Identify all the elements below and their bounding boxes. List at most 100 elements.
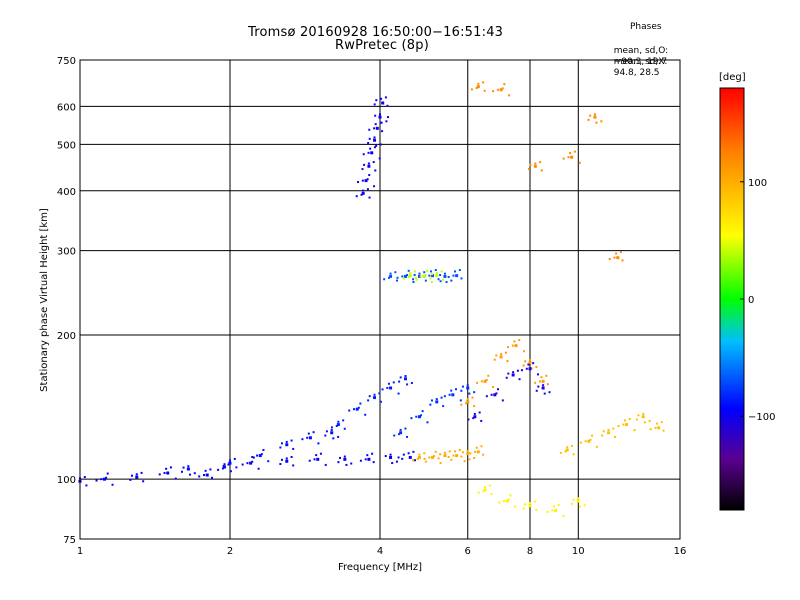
data-point-scatter bbox=[433, 455, 436, 458]
data-point-scatter bbox=[430, 281, 433, 284]
x-tick-label: 1 bbox=[77, 546, 83, 557]
data-point-scatter bbox=[229, 459, 231, 462]
x-tick-label: 2 bbox=[227, 546, 233, 557]
data-point-scatter bbox=[142, 480, 145, 483]
data-point-scatter bbox=[504, 351, 507, 354]
data-point-scatter bbox=[359, 402, 362, 405]
data-point-scatter bbox=[607, 428, 610, 431]
data-point-scatter bbox=[613, 256, 616, 259]
data-point-scatter bbox=[252, 456, 255, 459]
data-point-scatter bbox=[448, 393, 451, 396]
data-point-scatter bbox=[445, 281, 448, 284]
data-point-scatter bbox=[292, 464, 295, 467]
data-point-scatter bbox=[459, 399, 462, 402]
data-point-scatter bbox=[359, 459, 362, 462]
data-point-scatter bbox=[406, 383, 409, 386]
data-point-scatter bbox=[557, 503, 560, 506]
data-point-scatter bbox=[535, 365, 538, 368]
data-point-scatter bbox=[469, 452, 472, 455]
data-point-scatter bbox=[373, 393, 376, 396]
data-point-scatter bbox=[387, 382, 390, 385]
data-point-scatter bbox=[434, 269, 437, 272]
data-point-scatter bbox=[490, 493, 493, 496]
data-point-scatter bbox=[402, 277, 405, 280]
data-point-scatter bbox=[623, 419, 626, 422]
data-point-scatter bbox=[421, 410, 424, 413]
data-point-scatter bbox=[529, 501, 531, 504]
data-point-scatter bbox=[389, 272, 392, 275]
x-tick-label: 16 bbox=[674, 546, 687, 557]
y-tick-label: 200 bbox=[57, 331, 76, 342]
data-point bbox=[373, 396, 377, 400]
data-point-scatter bbox=[477, 491, 480, 494]
data-point-scatter bbox=[522, 507, 525, 510]
data-point-scatter bbox=[501, 399, 504, 402]
data-point bbox=[476, 85, 480, 89]
data-point-scatter bbox=[512, 371, 515, 374]
data-point-scatter bbox=[529, 358, 531, 361]
data-point-scatter bbox=[384, 96, 387, 99]
data-point-scatter bbox=[256, 454, 259, 457]
data-point bbox=[389, 386, 393, 390]
data-point-scatter bbox=[130, 474, 133, 477]
data-point-scatter bbox=[188, 473, 191, 476]
data-point-scatter bbox=[325, 430, 328, 433]
data-point bbox=[389, 274, 393, 278]
data-point-scatter bbox=[532, 362, 535, 365]
data-point-scatter bbox=[516, 369, 519, 372]
data-point-scatter bbox=[379, 400, 382, 403]
data-point-scatter bbox=[410, 417, 413, 420]
data-point-scatter bbox=[343, 427, 346, 430]
y-tick-label: 300 bbox=[57, 247, 76, 258]
data-point-scatter bbox=[389, 453, 392, 456]
data-point-scatter bbox=[163, 472, 166, 475]
data-point-scatter bbox=[511, 344, 514, 347]
data-point-scatter bbox=[371, 452, 374, 455]
data-point-scatter bbox=[279, 446, 282, 449]
data-point bbox=[361, 191, 365, 195]
data-point-scatter bbox=[140, 471, 143, 474]
data-point-scatter bbox=[621, 259, 624, 262]
data-point bbox=[370, 151, 374, 155]
data-point bbox=[476, 450, 480, 454]
data-point-scatter bbox=[540, 169, 543, 172]
data-point-scatter bbox=[461, 385, 464, 388]
y-tick-label: 100 bbox=[57, 475, 76, 486]
data-point-scatter bbox=[548, 391, 551, 394]
data-point bbox=[355, 407, 359, 411]
data-point-scatter bbox=[534, 381, 537, 384]
data-point-scatter bbox=[387, 116, 389, 119]
data-point-scatter bbox=[361, 168, 364, 171]
data-point bbox=[616, 256, 620, 260]
data-point-scatter bbox=[591, 434, 594, 437]
data-point-scatter bbox=[470, 88, 473, 91]
data-point-scatter bbox=[443, 272, 446, 275]
data-point-scatter bbox=[357, 406, 360, 409]
data-point bbox=[166, 471, 170, 475]
data-point bbox=[553, 509, 557, 513]
data-point-scatter bbox=[452, 274, 455, 277]
data-point-scatter bbox=[285, 440, 288, 443]
x-axis-label: Frequency [MHz] bbox=[338, 562, 422, 573]
data-point-scatter bbox=[350, 462, 353, 465]
data-point-scatter bbox=[404, 374, 407, 377]
data-point-scatter bbox=[420, 414, 423, 417]
x-tick-label: 4 bbox=[377, 546, 383, 557]
data-point-scatter bbox=[412, 278, 415, 281]
data-point-scatter bbox=[423, 457, 426, 460]
data-point-scatter bbox=[493, 358, 496, 361]
data-point-scatter bbox=[439, 453, 442, 456]
data-point-scatter bbox=[589, 114, 592, 117]
data-point-scatter bbox=[488, 484, 491, 487]
data-point-scatter bbox=[330, 426, 333, 429]
data-point-scatter bbox=[406, 274, 409, 277]
data-point-scatter bbox=[387, 276, 390, 279]
data-point-scatter bbox=[363, 163, 366, 166]
data-point-scatter bbox=[158, 473, 161, 476]
data-point-scatter bbox=[518, 378, 521, 381]
data-point-scatter bbox=[415, 415, 418, 418]
data-point-scatter bbox=[332, 437, 335, 440]
data-point-scatter bbox=[394, 271, 397, 274]
data-point-scatter bbox=[100, 478, 103, 481]
y-tick-label: 600 bbox=[57, 102, 76, 113]
